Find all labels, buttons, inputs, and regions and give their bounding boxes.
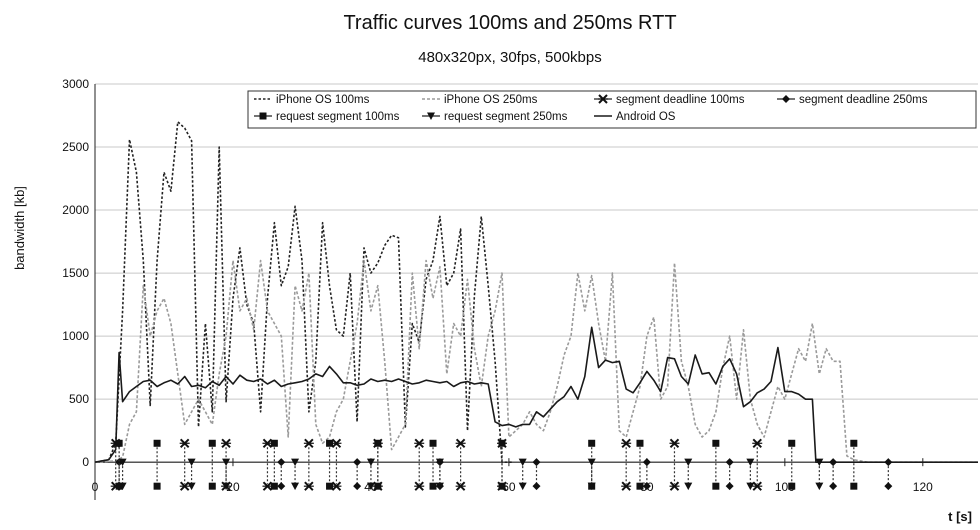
marker-square (209, 440, 216, 447)
legend-item: segment deadline 100ms (594, 94, 745, 106)
legend-item: segment deadline 250ms (777, 94, 928, 106)
legend-item: request segment 250ms (422, 111, 568, 123)
x-tick-label: 120 (913, 480, 933, 494)
y-tick-labels: 0 500 1000 1500 2000 2500 3000 (62, 77, 89, 469)
marker-triangle (519, 483, 527, 491)
marker-square (326, 440, 333, 447)
series-layer (95, 122, 978, 462)
marker-diamond (829, 458, 837, 466)
marker-square (154, 483, 161, 490)
marker-diamond (277, 482, 285, 490)
marker-bowtie (180, 439, 190, 447)
marker-square (116, 440, 123, 447)
legend: iPhone OS 100ms iPhone OS 250ms segment de… (248, 91, 976, 128)
marker-square (430, 483, 437, 490)
legend-label: iPhone OS 100ms (276, 94, 370, 106)
marker-bowtie (456, 439, 466, 447)
y-tick-label: 500 (69, 392, 89, 406)
marker-bowtie (221, 439, 231, 447)
marker-square (326, 483, 333, 490)
marker-diamond (533, 482, 541, 490)
marker-diamond (277, 458, 285, 466)
x-axis-label: t [s] (948, 509, 972, 524)
marker-diamond (726, 482, 734, 490)
gridlines (95, 84, 978, 462)
legend-label: segment deadline 100ms (616, 94, 745, 106)
marker-triangle (684, 483, 692, 491)
legend-label: request segment 100ms (276, 111, 400, 123)
marker-bowtie (669, 439, 679, 447)
marker-square (636, 483, 643, 490)
marker-diamond (353, 482, 361, 490)
marker-bowtie (752, 439, 762, 447)
marker-square (850, 440, 857, 447)
marker-bowtie (304, 439, 314, 447)
marker-square (712, 440, 719, 447)
marker-bowtie (414, 439, 424, 447)
marker-bowtie (621, 439, 631, 447)
series-line-0 (95, 122, 512, 462)
y-tick-label: 2500 (62, 140, 89, 154)
marker-triangle (291, 483, 299, 491)
legend-label: request segment 250ms (444, 111, 568, 123)
marker-diamond (884, 482, 892, 490)
y-tick-label: 1500 (62, 266, 89, 280)
marker-square (788, 483, 795, 490)
marker-triangle (815, 483, 823, 491)
marker-square (588, 440, 595, 447)
marker-square (430, 440, 437, 447)
y-axis-label: bandwidth [kb] (12, 186, 27, 270)
legend-item: request segment 100ms (254, 111, 400, 123)
chart-subtitle: 480x320px, 30fps, 500kbps (418, 49, 601, 66)
marker-square (374, 483, 381, 490)
marker-square (209, 483, 216, 490)
y-tick-label: 0 (82, 455, 89, 469)
y-tick-label: 3000 (62, 77, 89, 91)
marker-diamond (726, 458, 734, 466)
marker-square (271, 440, 278, 447)
marker-diamond (533, 458, 541, 466)
legend-label: segment deadline 250ms (799, 94, 928, 106)
marker-square (271, 483, 278, 490)
marker-square (154, 440, 161, 447)
y-tick-label: 2000 (62, 203, 89, 217)
marker-square (636, 440, 643, 447)
marker-square (260, 113, 267, 120)
marker-diamond (353, 458, 361, 466)
legend-label: iPhone OS 250ms (444, 94, 538, 106)
y-tick-label: 1000 (62, 329, 89, 343)
chart-title: Traffic curves 100ms and 250ms RTT (343, 12, 676, 34)
marker-square (499, 440, 506, 447)
marker-square (850, 483, 857, 490)
marker-square (712, 483, 719, 490)
x-tick-labels: 020406080100120 (92, 480, 933, 494)
marker-square (499, 483, 506, 490)
marker-diamond (884, 458, 892, 466)
series-line-1 (95, 261, 978, 463)
legend-label: Android OS (616, 111, 676, 123)
marker-diamond (643, 458, 651, 466)
x-tick-label: 0 (92, 480, 99, 494)
marker-square (788, 440, 795, 447)
marker-square (374, 440, 381, 447)
marker-diamond (829, 482, 837, 490)
